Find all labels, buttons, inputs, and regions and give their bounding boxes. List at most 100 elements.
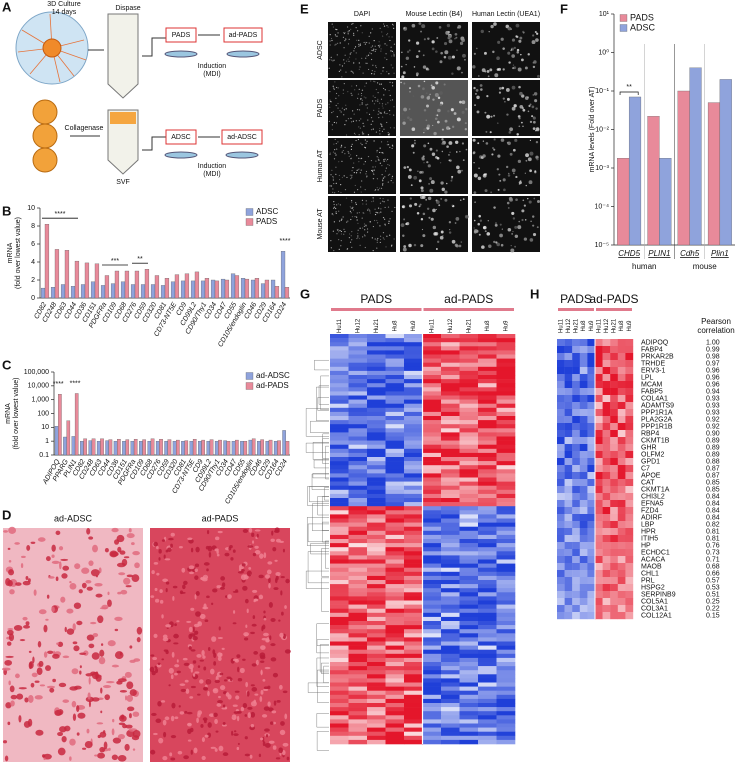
heatmap-cell — [422, 469, 442, 474]
signal-spot — [388, 89, 390, 92]
stain-spot — [197, 665, 201, 668]
signal-spot — [367, 231, 369, 233]
heatmap-cell — [587, 437, 596, 445]
stain-spot — [84, 740, 93, 749]
heatmap-cell — [404, 612, 423, 618]
heatmap-cell — [385, 608, 405, 614]
heatmap-cell — [422, 592, 442, 597]
stain-spot — [5, 702, 12, 709]
heatmap-cell — [496, 387, 516, 392]
heatmap-cell — [496, 493, 516, 499]
signal-spot — [379, 235, 382, 237]
heatmap-cell — [441, 407, 460, 413]
signal-spot — [498, 173, 501, 176]
heatmap-cell — [367, 649, 386, 655]
signal-spot — [374, 70, 376, 73]
heatmap-cell — [610, 605, 618, 613]
bar — [100, 285, 106, 299]
heatmap-cell — [404, 346, 423, 351]
dendrogram-branch — [316, 731, 329, 751]
signal-spot — [357, 93, 360, 95]
signal-spot — [454, 243, 458, 247]
heatmap-cell — [367, 698, 386, 704]
heatmap-cell — [330, 608, 349, 614]
heatmap-cell — [459, 666, 479, 671]
heatmap-cell — [422, 703, 442, 708]
signal-spot — [340, 230, 343, 233]
signal-spot — [525, 153, 530, 158]
heatmap-cell — [496, 575, 516, 581]
bar — [110, 283, 116, 299]
heatmap-cell — [496, 411, 516, 417]
stain-spot — [188, 663, 194, 670]
heatmap-cell — [330, 563, 349, 568]
heatmap-cell — [367, 354, 386, 359]
signal-spot — [334, 192, 336, 194]
signal-spot — [367, 119, 369, 121]
heatmap-cell — [572, 612, 580, 620]
heatmap-cell — [610, 521, 618, 529]
heatmap-cell — [441, 448, 460, 454]
stain-spot — [187, 728, 192, 734]
heatmap-cell — [385, 539, 405, 544]
signal-spot — [511, 106, 516, 111]
heatmap-cell — [348, 735, 368, 741]
correlation-value: 0.98 — [706, 353, 720, 360]
heatmap-cell — [330, 653, 349, 659]
heatmap-cell — [404, 739, 423, 745]
signal-spot — [536, 226, 539, 229]
signal-spot — [419, 170, 422, 174]
heatmap-cell — [610, 493, 618, 501]
heatmap-cell — [330, 662, 349, 667]
signal-spot — [454, 222, 457, 224]
stain-spot — [119, 550, 126, 555]
heatmap-cell — [404, 522, 423, 527]
stain-spot — [232, 704, 238, 707]
heatmap-cell — [404, 575, 423, 581]
heatmap-cell — [617, 360, 626, 368]
heatmap-cell — [404, 571, 423, 577]
signal-spot — [393, 55, 395, 57]
signal-spot — [380, 211, 382, 213]
signal-spot — [376, 222, 379, 224]
signal-spot — [333, 201, 335, 203]
heatmap-cell — [367, 399, 386, 404]
stain-spot — [284, 713, 288, 720]
heatmap-cell — [348, 334, 368, 339]
stain-spot — [180, 688, 187, 693]
signal-spot — [352, 72, 355, 74]
heatmap-cell — [496, 530, 516, 536]
signal-spot — [343, 114, 345, 116]
signal-spot — [430, 180, 435, 185]
signal-spot — [521, 218, 524, 222]
signal-spot — [409, 87, 412, 90]
heatmap-cell — [367, 350, 386, 355]
heatmap-cell — [367, 428, 386, 433]
heatmap-cell — [459, 526, 479, 532]
signal-spot — [378, 159, 380, 161]
stain-spot — [36, 667, 43, 676]
signal-spot — [532, 34, 535, 37]
stain-spot — [47, 650, 54, 654]
signal-spot — [350, 92, 352, 94]
heatmap-cell — [367, 489, 386, 495]
signal-spot — [372, 178, 374, 180]
signal-spot — [372, 128, 374, 130]
heatmap-cell — [459, 608, 479, 614]
heatmap-cell — [330, 358, 349, 363]
bar — [180, 280, 186, 299]
bar — [264, 279, 270, 299]
heatmap-cell — [595, 514, 603, 522]
signal-spot — [527, 110, 530, 113]
tube — [107, 109, 139, 175]
signal-spot — [330, 174, 332, 176]
stain-spot — [43, 624, 48, 633]
heatmap-cell — [330, 477, 349, 482]
heatmap-cell — [496, 621, 516, 626]
stain-spot — [46, 685, 56, 689]
heatmap-cell — [579, 472, 588, 480]
signal-spot — [386, 32, 389, 35]
heatmap-cell — [348, 674, 368, 679]
stain-spot — [91, 652, 100, 660]
heatmap-cell — [579, 416, 588, 424]
